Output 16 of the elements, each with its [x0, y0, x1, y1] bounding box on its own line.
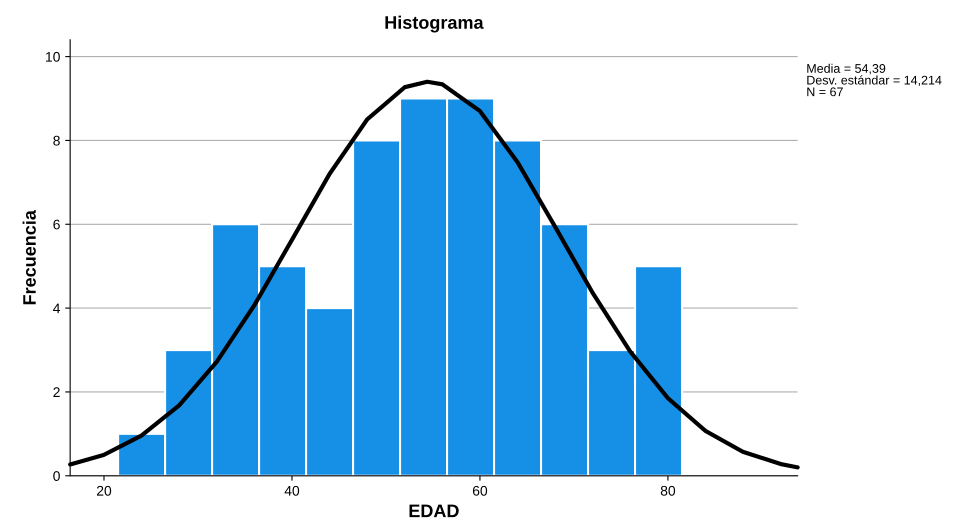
y-tick-label: 2	[53, 387, 60, 397]
y-tick-label: 0	[53, 471, 60, 481]
text: Media = 54,39	[807, 64, 886, 74]
x-tick-label: 80	[660, 486, 676, 496]
y-axis-title: Frecuencia	[22, 210, 36, 304]
y-tick-label: 6	[53, 220, 60, 230]
x-tick-label: 60	[472, 486, 488, 496]
chart-title: Histograma	[385, 16, 484, 33]
text: Desv. estándar = 14,214	[807, 75, 942, 86]
x-tick-label: 20	[96, 486, 112, 496]
y-tick-label: 8	[53, 136, 60, 146]
y-tick-label: 10	[46, 52, 60, 62]
x-tick-label: 40	[284, 486, 300, 496]
x-axis-title: EDAD	[410, 504, 459, 518]
text: N = 67	[807, 87, 843, 96]
y-tick-label: 4	[53, 304, 60, 314]
